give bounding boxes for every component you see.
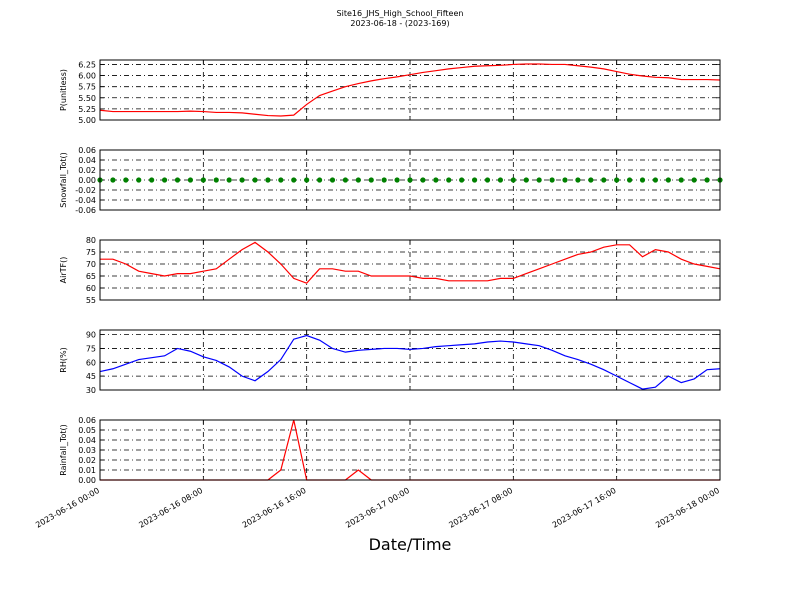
y-axis-label: AirTF() xyxy=(59,257,68,284)
data-point xyxy=(446,177,452,183)
y-tick-label: 5.00 xyxy=(78,116,96,125)
y-axis-label: Rainfall_Tot() xyxy=(59,424,68,476)
y-tick-label: 0.04 xyxy=(78,436,96,445)
data-line xyxy=(99,334,721,390)
data-point xyxy=(704,177,710,183)
data-point xyxy=(626,177,633,183)
data-point xyxy=(329,177,336,183)
y-tick-label: 5.75 xyxy=(78,83,96,92)
data-point xyxy=(575,177,581,183)
y-tick-label: 0.01 xyxy=(78,466,96,475)
data-point xyxy=(252,177,258,183)
plot-frame xyxy=(99,329,721,391)
data-point xyxy=(381,177,387,183)
data-point xyxy=(239,177,245,183)
y-tick-label: 0.05 xyxy=(78,426,96,435)
y-tick-label: 60 xyxy=(86,284,96,293)
data-point xyxy=(136,177,142,183)
data-point xyxy=(265,177,271,183)
data-point xyxy=(355,177,361,183)
data-point xyxy=(161,177,168,183)
plot-frame xyxy=(99,239,721,301)
y-tick-label: 5.25 xyxy=(78,105,96,114)
data-point xyxy=(420,177,426,183)
data-point xyxy=(368,177,374,183)
data-point xyxy=(459,177,465,183)
y-tick-label: 80 xyxy=(86,236,96,245)
data-point xyxy=(536,177,542,183)
data-point xyxy=(588,177,594,183)
y-tick-label: 65 xyxy=(86,272,96,281)
data-point xyxy=(213,177,219,183)
data-point xyxy=(614,177,620,183)
y-tick-label: 0.02 xyxy=(78,166,96,175)
data-point xyxy=(187,177,194,183)
data-point xyxy=(433,177,439,183)
y-tick-label: 0.06 xyxy=(78,416,96,425)
figure-subtitle: 2023-06-18 - (2023-169) xyxy=(350,19,449,28)
y-tick-label: 0.03 xyxy=(78,446,96,455)
data-point xyxy=(484,177,491,183)
data-point xyxy=(497,177,504,183)
y-tick-label: 45 xyxy=(86,372,96,381)
data-point xyxy=(394,177,400,183)
data-point xyxy=(601,177,607,183)
data-point xyxy=(226,177,232,183)
data-point xyxy=(678,177,684,183)
plot-frame xyxy=(99,149,721,211)
y-tick-label: -0.06 xyxy=(75,206,96,215)
y-tick-label: 0.06 xyxy=(78,146,96,155)
y-tick-label: 75 xyxy=(86,248,96,257)
data-line xyxy=(100,241,721,284)
data-point xyxy=(523,177,529,183)
y-tick-label: 5.50 xyxy=(78,94,96,103)
data-point xyxy=(665,177,671,183)
figure-title: Site16_JHS_High_School_Fifteen xyxy=(337,9,464,18)
data-point xyxy=(639,177,646,183)
y-tick-label: 0.00 xyxy=(78,176,96,185)
data-point xyxy=(278,177,284,183)
y-tick-label: 6.25 xyxy=(78,60,96,69)
data-point xyxy=(291,177,297,183)
y-tick-label: 75 xyxy=(86,344,96,353)
data-point xyxy=(510,177,516,183)
y-tick-label: 30 xyxy=(86,386,96,395)
y-tick-label: 60 xyxy=(86,358,96,367)
data-point xyxy=(562,177,568,183)
data-point xyxy=(123,177,129,183)
plot-frame xyxy=(99,419,721,481)
data-point xyxy=(316,177,323,183)
data-point xyxy=(174,177,181,183)
y-tick-label: 0.00 xyxy=(78,476,96,485)
y-tick-label: 90 xyxy=(86,331,96,340)
data-point xyxy=(200,177,206,183)
data-point xyxy=(304,177,310,183)
data-line xyxy=(99,63,721,117)
data-point xyxy=(691,177,697,183)
y-tick-label: 6.00 xyxy=(78,72,96,81)
y-tick-label: 55 xyxy=(86,296,96,305)
y-axis-label: Snowfall_Tot() xyxy=(59,152,68,208)
data-point xyxy=(471,177,478,183)
x-axis-label: Date/Time xyxy=(369,535,452,554)
data-point xyxy=(342,177,349,183)
y-tick-label: 0.04 xyxy=(78,156,96,165)
data-point xyxy=(549,177,555,183)
y-tick-label: -0.02 xyxy=(75,186,96,195)
y-tick-label: 0.02 xyxy=(78,456,96,465)
plot-frame xyxy=(99,59,721,121)
data-point xyxy=(652,177,659,183)
y-axis-label: P(unitless) xyxy=(59,69,68,111)
data-point xyxy=(110,177,116,183)
y-tick-label: -0.04 xyxy=(75,196,96,205)
y-axis-label: RH(%) xyxy=(59,347,68,372)
y-tick-label: 70 xyxy=(86,260,96,269)
data-point xyxy=(149,177,155,183)
data-point xyxy=(407,177,413,183)
